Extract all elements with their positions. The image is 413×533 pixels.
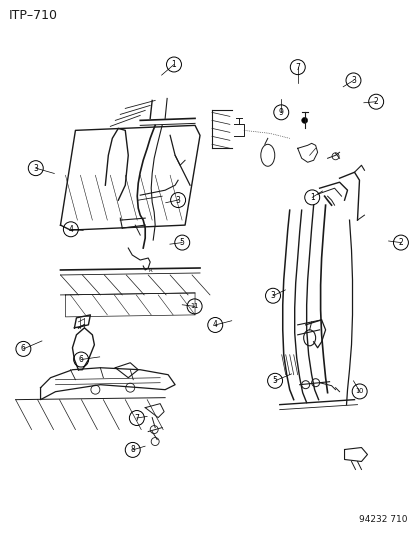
Text: 6: 6 <box>78 355 83 364</box>
Text: 5: 5 <box>272 376 277 385</box>
Text: 5: 5 <box>179 238 184 247</box>
Text: 4: 4 <box>212 320 217 329</box>
Circle shape <box>301 117 307 123</box>
Text: 3: 3 <box>350 76 355 85</box>
Text: 3: 3 <box>33 164 38 173</box>
Text: 10: 10 <box>355 389 363 394</box>
Text: 6: 6 <box>21 344 26 353</box>
Text: 11: 11 <box>190 303 198 309</box>
Text: 1: 1 <box>171 60 176 69</box>
Text: ITP–710: ITP–710 <box>9 9 57 22</box>
Text: 4: 4 <box>68 225 73 234</box>
Text: 7: 7 <box>134 414 139 423</box>
Text: 3: 3 <box>175 196 180 205</box>
Text: 2: 2 <box>398 238 402 247</box>
Text: 3: 3 <box>270 291 275 300</box>
Text: 8: 8 <box>130 446 135 455</box>
Text: 2: 2 <box>373 97 377 106</box>
Text: R: R <box>148 268 152 273</box>
Text: 9: 9 <box>278 108 283 117</box>
Text: 7: 7 <box>294 63 299 71</box>
Text: 1: 1 <box>309 193 314 202</box>
Text: 94232 710: 94232 710 <box>358 515 406 524</box>
